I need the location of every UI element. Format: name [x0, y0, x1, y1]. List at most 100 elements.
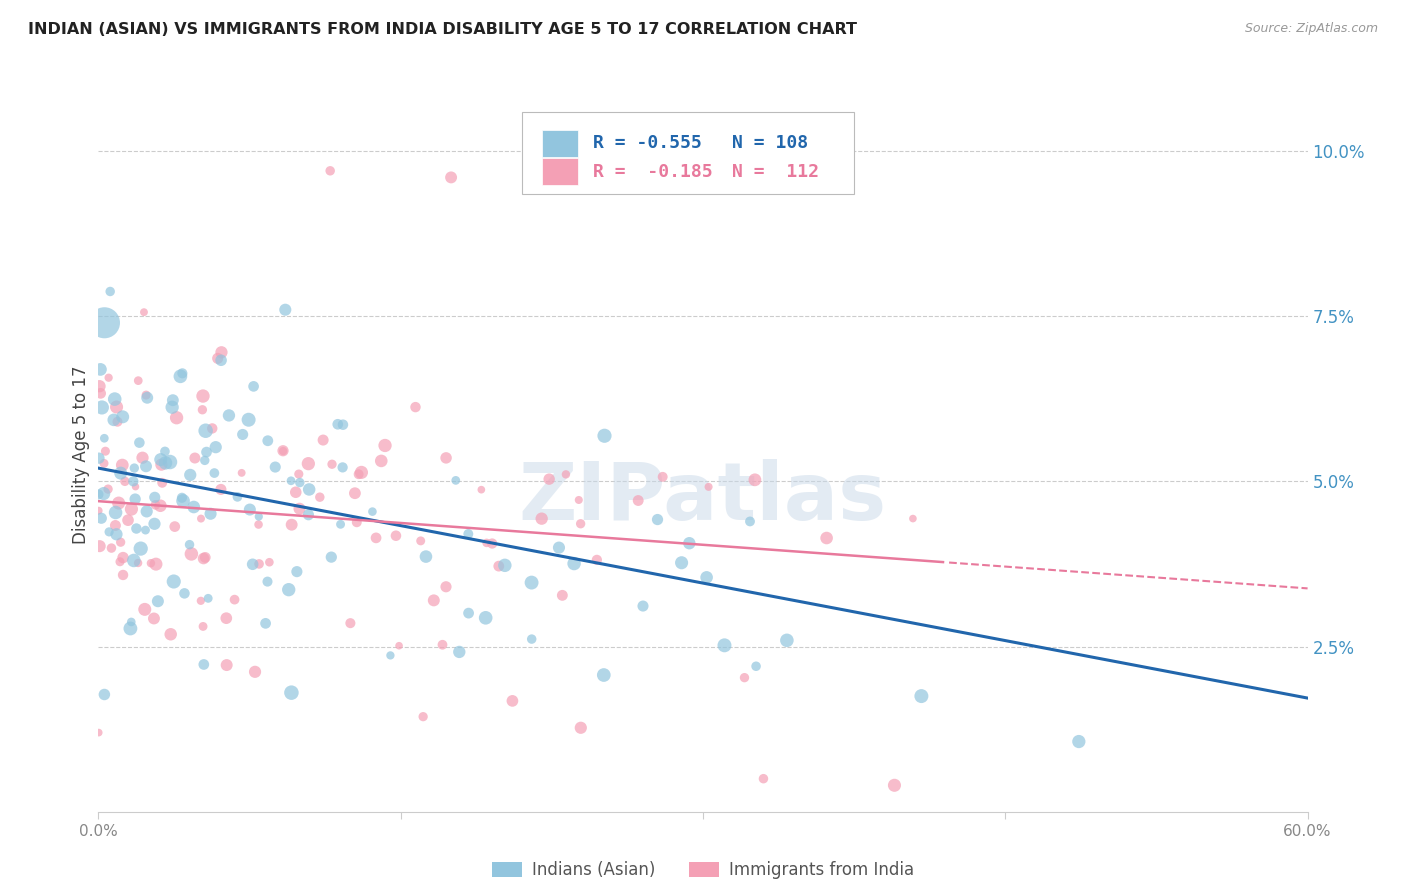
Point [190, 511, 212, 525]
Point [98, 285, 121, 299]
Point [191, 402, 214, 417]
Point [90, 401, 112, 415]
Point [415, 549, 437, 564]
Point [551, 588, 574, 602]
Point [135, 388, 157, 402]
Point [901, 511, 924, 525]
Point [520, 632, 543, 646]
Point [215, 611, 238, 625]
Point [326, 417, 349, 432]
Point [193, 657, 215, 672]
Point [194, 453, 217, 467]
Text: N = 108: N = 108 [733, 134, 808, 152]
Point [284, 485, 307, 500]
Text: ZIPatlas: ZIPatlas [519, 458, 887, 537]
Point [530, 511, 553, 525]
Point [370, 454, 392, 468]
Point [470, 483, 492, 497]
Point [738, 515, 761, 529]
Point [200, 507, 222, 521]
Point [150, 475, 173, 490]
Point [124, 461, 146, 475]
Point [280, 686, 302, 700]
Point [298, 483, 321, 497]
Point [100, 541, 122, 555]
Point [134, 523, 156, 537]
Point [457, 606, 479, 620]
Point [501, 694, 523, 708]
Point [89, 362, 111, 376]
Point [194, 424, 217, 438]
Point [98, 524, 121, 539]
Point [910, 689, 932, 703]
Point [97, 482, 120, 496]
Point [883, 778, 905, 792]
Point [135, 504, 157, 518]
Point [195, 445, 218, 459]
Point [112, 568, 135, 582]
Point [111, 458, 134, 472]
Point [184, 450, 207, 465]
Point [105, 527, 128, 541]
Point [107, 496, 129, 510]
Point [193, 551, 215, 566]
Point [124, 480, 146, 494]
Point [128, 435, 150, 450]
Point [713, 638, 735, 652]
Point [153, 444, 176, 458]
Point [93, 431, 115, 445]
Point [254, 616, 277, 631]
Point [238, 413, 260, 427]
Point [412, 709, 434, 723]
Point [159, 455, 181, 469]
Point [104, 392, 127, 406]
Point [120, 615, 142, 629]
Point [93, 688, 115, 702]
Point [136, 391, 159, 405]
Point [97, 370, 120, 384]
Point [520, 575, 543, 590]
Point [155, 456, 177, 470]
Point [319, 163, 342, 178]
Point [215, 658, 238, 673]
Point [361, 505, 384, 519]
Point [89, 379, 111, 393]
Point [475, 536, 498, 550]
Point [173, 586, 195, 600]
Point [1067, 734, 1090, 748]
Point [671, 556, 693, 570]
Point [142, 611, 165, 625]
Point [103, 413, 125, 427]
Point [87, 451, 110, 466]
Point [160, 401, 183, 415]
Text: Source: ZipAtlas.com: Source: ZipAtlas.com [1244, 22, 1378, 36]
Point [308, 490, 330, 504]
Point [104, 506, 127, 520]
Point [423, 593, 446, 607]
Point [555, 467, 578, 482]
Point [569, 516, 592, 531]
Legend: Indians (Asian), Immigrants from India: Indians (Asian), Immigrants from India [485, 855, 921, 886]
Point [149, 452, 172, 467]
Point [139, 556, 162, 570]
Point [481, 536, 503, 550]
Point [150, 458, 173, 472]
Point [247, 517, 270, 532]
Point [627, 493, 650, 508]
Point [104, 518, 127, 533]
Point [569, 721, 592, 735]
Point [329, 517, 352, 532]
Point [87, 725, 110, 739]
Point [179, 467, 201, 482]
Point [122, 475, 145, 489]
Point [232, 427, 254, 442]
Point [346, 515, 368, 529]
Point [256, 434, 278, 448]
Point [120, 502, 142, 516]
Point [815, 531, 838, 545]
Point [107, 415, 129, 429]
Point [211, 345, 233, 359]
Point [226, 490, 249, 504]
Point [87, 503, 110, 517]
Point [494, 558, 516, 573]
